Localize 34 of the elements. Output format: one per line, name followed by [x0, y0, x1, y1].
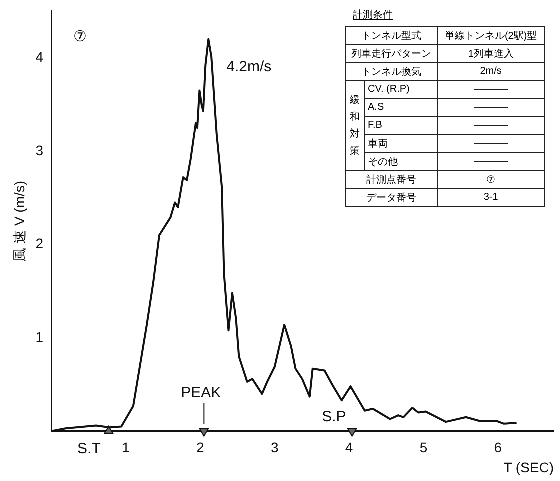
annotation: 計測点番号 — [346, 170, 438, 188]
y-tick-label: 1 — [36, 328, 44, 345]
y-tick-label: 2 — [36, 236, 44, 252]
x-tick-label: 2 — [196, 440, 205, 456]
x-axis-title: T (SEC) — [504, 459, 554, 476]
y-axis-title: 風 速 V (m/s) — [11, 180, 28, 262]
y-tick-label: 3 — [36, 142, 44, 158]
annotation: 単線トンネル(2駅)型 — [438, 26, 544, 44]
annotation: データ番号 — [346, 188, 438, 206]
annotation: トンネル型式 — [346, 26, 438, 44]
x-tick-label: 6 — [494, 440, 502, 456]
annotation: 計測条件 — [353, 8, 394, 22]
annotation: 車両 — [364, 134, 438, 152]
annotation: S.P — [322, 408, 346, 426]
annotation: S.T — [78, 440, 101, 458]
annotation: F.B — [364, 116, 438, 134]
annotation: トンネル換気 — [346, 62, 438, 80]
annotation: 緩和対策 — [350, 94, 360, 158]
annotation: CV. (R.P) — [364, 80, 438, 98]
annotation: 4.2m/s — [226, 58, 272, 76]
y-tick-label: 4 — [36, 48, 44, 65]
annotation: ⑦ — [438, 170, 544, 188]
annotation: ⑦ — [74, 28, 87, 46]
annotation: 3-1 — [438, 188, 544, 206]
annotation: 1列車進入 — [438, 44, 544, 62]
annotation: 2m/s — [438, 62, 544, 80]
x-tick-label: 3 — [270, 440, 279, 456]
x-tick-label: 1 — [122, 440, 130, 456]
annotation: その他 — [364, 152, 438, 170]
annotation: A.S — [364, 98, 438, 116]
annotation: PEAK — [181, 384, 222, 402]
x-tick-label: 4 — [345, 440, 354, 456]
annotation: 列車走行パターン — [346, 44, 438, 62]
x-tick-label: 5 — [420, 440, 428, 456]
